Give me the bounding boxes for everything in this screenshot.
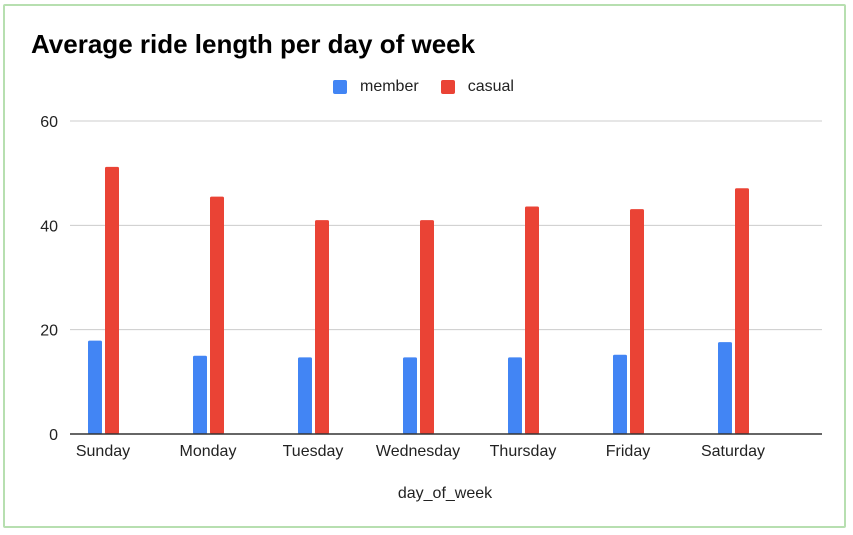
x-axis-label: day_of_week bbox=[398, 485, 493, 502]
x-tick-label-thursday: Thursday bbox=[490, 443, 557, 460]
chart-legend: member casual bbox=[333, 77, 536, 97]
y-tick-label-0: 0 bbox=[49, 427, 58, 444]
bar-member-tuesday bbox=[298, 357, 312, 434]
bar-member-wednesday bbox=[403, 357, 417, 434]
y-tick-label-40: 40 bbox=[40, 218, 58, 235]
y-tick-label-60: 60 bbox=[40, 114, 58, 131]
x-tick-label-friday: Friday bbox=[606, 443, 650, 460]
gridlines bbox=[70, 120, 822, 331]
bar-member-saturday bbox=[718, 342, 732, 434]
legend-item-casual[interactable]: casual bbox=[440, 78, 514, 96]
chart-title: Average ride length per day of week bbox=[31, 29, 476, 59]
bar-member-monday bbox=[193, 355, 207, 434]
bar-casual-saturday bbox=[735, 188, 749, 434]
y-tick-label-20: 20 bbox=[40, 323, 58, 340]
bar-casual-sunday bbox=[105, 166, 119, 434]
bar-casual-thursday bbox=[525, 206, 539, 434]
bar-casual-friday bbox=[630, 209, 644, 434]
x-tick-label-wednesday: Wednesday bbox=[376, 443, 460, 460]
legend-swatch-casual bbox=[440, 80, 455, 94]
legend-swatch-member bbox=[333, 80, 347, 94]
legend-label-casual: casual bbox=[467, 78, 514, 95]
legend-label-member: member bbox=[360, 78, 419, 95]
y-axis-ticks: 0 20 40 60 bbox=[40, 114, 58, 444]
x-axis-ticks: Sunday Monday Tuesday Wednesday Thursday Frid… bbox=[76, 443, 765, 460]
bar-member-sunday bbox=[88, 340, 102, 434]
bar-member-friday bbox=[613, 354, 627, 434]
bar-casual-wednesday bbox=[420, 220, 434, 434]
bar-casual-tuesday bbox=[315, 220, 329, 434]
bars bbox=[88, 166, 749, 434]
x-tick-label-saturday: Saturday bbox=[701, 443, 765, 460]
x-tick-label-tuesday: Tuesday bbox=[283, 443, 344, 460]
x-tick-label-monday: Monday bbox=[180, 443, 237, 460]
x-tick-label-sunday: Sunday bbox=[76, 443, 130, 460]
bar-casual-monday bbox=[210, 196, 224, 434]
bar-member-thursday bbox=[508, 357, 522, 434]
legend-item-member[interactable]: member bbox=[333, 78, 419, 96]
